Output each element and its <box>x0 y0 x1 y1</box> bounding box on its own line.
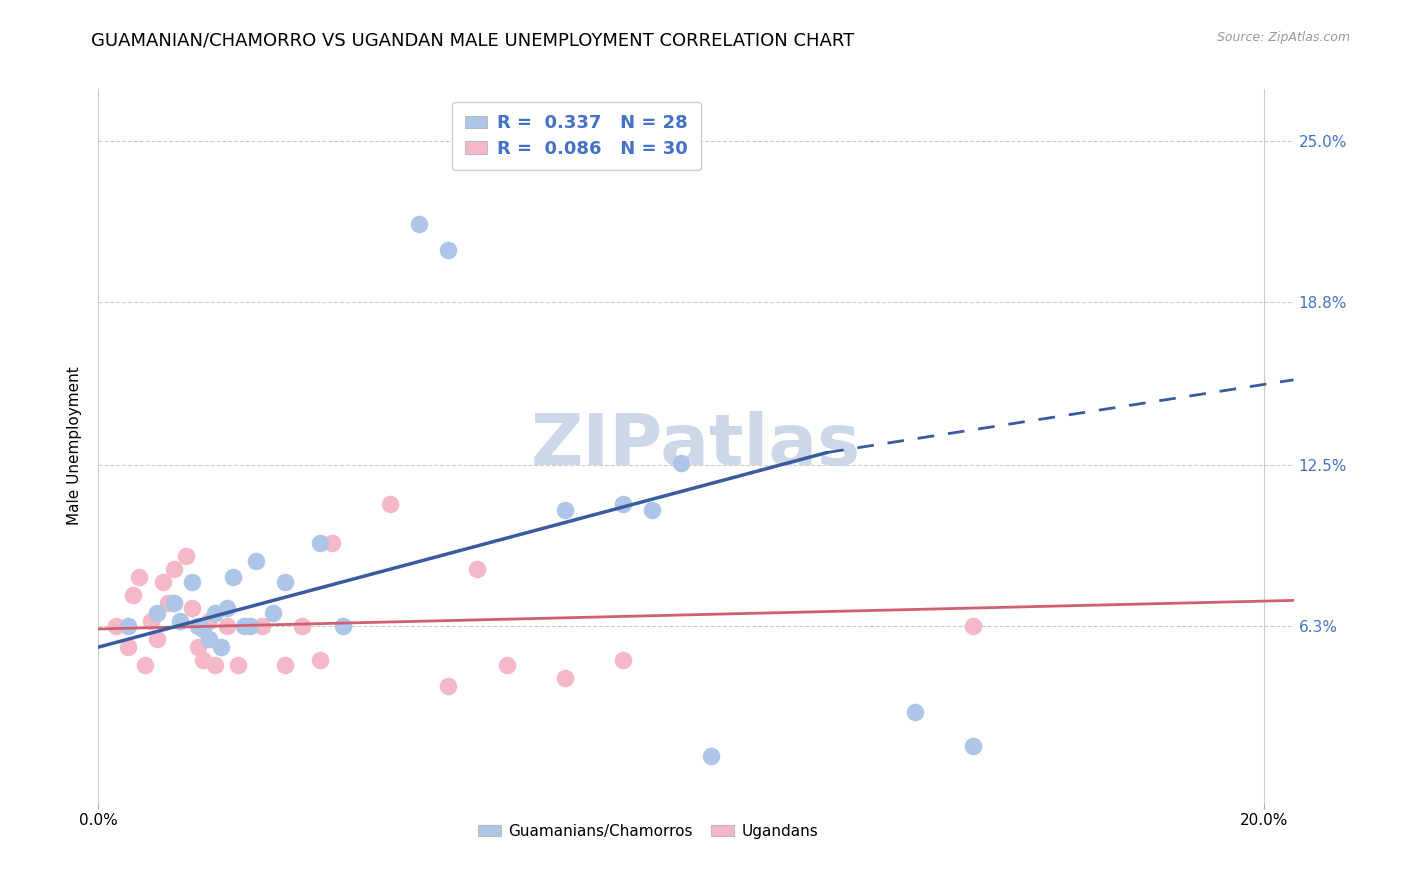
Point <box>169 614 191 628</box>
Point <box>134 658 156 673</box>
Point <box>174 549 197 564</box>
Point <box>408 217 430 231</box>
Point <box>204 607 226 621</box>
Point <box>554 502 576 516</box>
Legend: Guamanians/Chamorros, Ugandans: Guamanians/Chamorros, Ugandans <box>471 818 825 845</box>
Point <box>193 653 215 667</box>
Point <box>437 679 460 693</box>
Point <box>962 619 984 633</box>
Point <box>699 749 721 764</box>
Text: GUAMANIAN/CHAMORRO VS UGANDAN MALE UNEMPLOYMENT CORRELATION CHART: GUAMANIAN/CHAMORRO VS UGANDAN MALE UNEMP… <box>91 31 855 49</box>
Point <box>641 502 664 516</box>
Point <box>145 607 167 621</box>
Point <box>152 575 174 590</box>
Point <box>903 705 925 719</box>
Point <box>437 243 460 257</box>
Point <box>215 601 238 615</box>
Point <box>193 622 215 636</box>
Point <box>104 619 127 633</box>
Text: Source: ZipAtlas.com: Source: ZipAtlas.com <box>1216 31 1350 45</box>
Point <box>274 575 297 590</box>
Point <box>228 658 250 673</box>
Point <box>145 632 167 647</box>
Point <box>612 653 634 667</box>
Point <box>309 536 332 550</box>
Point <box>117 619 139 633</box>
Point <box>262 607 284 621</box>
Point <box>554 671 576 685</box>
Point <box>209 640 232 654</box>
Point <box>128 570 150 584</box>
Point <box>186 640 208 654</box>
Point <box>122 588 145 602</box>
Point <box>612 497 634 511</box>
Point <box>204 658 226 673</box>
Point <box>186 619 208 633</box>
Point <box>139 614 162 628</box>
Point <box>321 536 343 550</box>
Point <box>467 562 489 576</box>
Point <box>163 562 186 576</box>
Point <box>332 619 354 633</box>
Text: ZIPatlas: ZIPatlas <box>531 411 860 481</box>
Point <box>198 632 221 647</box>
Point <box>962 739 984 753</box>
Point <box>671 456 693 470</box>
Point <box>163 596 186 610</box>
Point <box>495 658 517 673</box>
Point <box>291 619 314 633</box>
Point <box>233 619 256 633</box>
Point <box>198 614 221 628</box>
Point <box>250 619 273 633</box>
Point <box>245 554 267 568</box>
Point <box>215 619 238 633</box>
Point <box>117 640 139 654</box>
Point <box>309 653 332 667</box>
Point <box>180 601 202 615</box>
Point <box>378 497 401 511</box>
Point <box>221 570 243 584</box>
Point <box>180 575 202 590</box>
Point <box>239 619 262 633</box>
Point <box>274 658 297 673</box>
Point <box>157 596 180 610</box>
Y-axis label: Male Unemployment: Male Unemployment <box>67 367 83 525</box>
